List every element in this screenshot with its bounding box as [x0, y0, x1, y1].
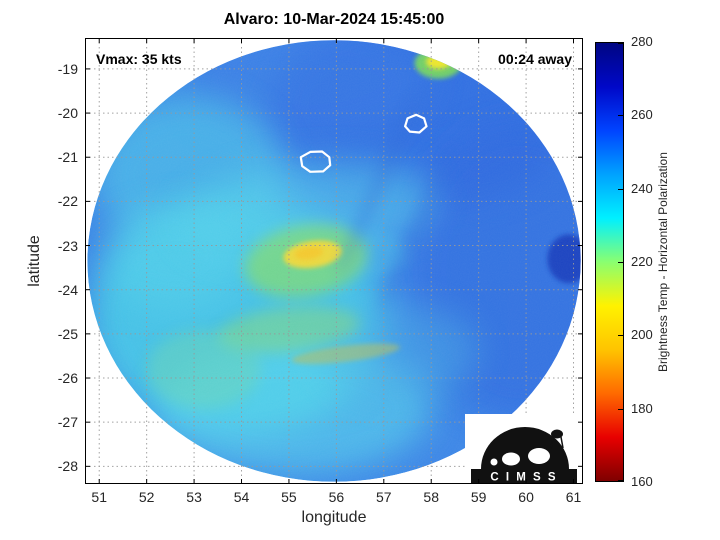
satellite-dish-icon: [490, 458, 498, 466]
storm-center-contour: [299, 150, 332, 173]
x-tick-label: 53: [186, 489, 202, 505]
y-tick-label: -25: [57, 325, 78, 342]
satellite-swath-plot: C I M S S: [85, 38, 583, 484]
colorbar: [595, 42, 624, 482]
x-tick-label: 57: [376, 489, 392, 505]
x-tick-label: 56: [328, 489, 345, 505]
x-tick-label: 58: [423, 489, 439, 505]
y-axis-label: latitude: [26, 235, 43, 287]
x-tick-label: 52: [138, 489, 155, 505]
satellite-dish-icon: [528, 448, 550, 464]
y-tick-label: -28: [57, 458, 78, 475]
cimss-logo-text: C I M S S: [490, 472, 557, 484]
x-tick-label: 55: [281, 489, 297, 505]
time-away-annotation: 00:24 away: [498, 51, 572, 67]
y-tick-label: -23: [57, 237, 78, 254]
bt-field: [87, 40, 581, 482]
y-tick-label: -27: [57, 414, 78, 431]
x-tick-label: 59: [470, 489, 487, 505]
x-tick-label: 60: [518, 489, 534, 505]
plot-title: Alvaro: 10-Mar-2024 15:45:00: [223, 11, 445, 28]
y-tick-label: -19: [57, 60, 78, 77]
water-tower-icon: [551, 429, 563, 439]
x-tick-label: 61: [565, 489, 582, 505]
cimss-logo: C I M S S: [465, 414, 583, 484]
x-tick-label: 51: [91, 489, 107, 505]
y-tick-label: -26: [57, 370, 78, 387]
y-tick-label: -24: [57, 281, 78, 298]
x-axis-label: longitude: [301, 509, 367, 526]
vmax-annotation: Vmax: 35 kts: [96, 51, 182, 67]
colorbar-label: Brightness Temp - Horizontal Polarizatio…: [656, 152, 670, 372]
y-tick-label: -21: [57, 149, 78, 166]
y-tick-label: -22: [57, 193, 78, 210]
satellite-dish-icon: [502, 452, 520, 466]
storm-center-contour: [404, 113, 428, 134]
x-tick-label: 54: [233, 489, 250, 505]
y-tick-label: -20: [57, 105, 78, 122]
